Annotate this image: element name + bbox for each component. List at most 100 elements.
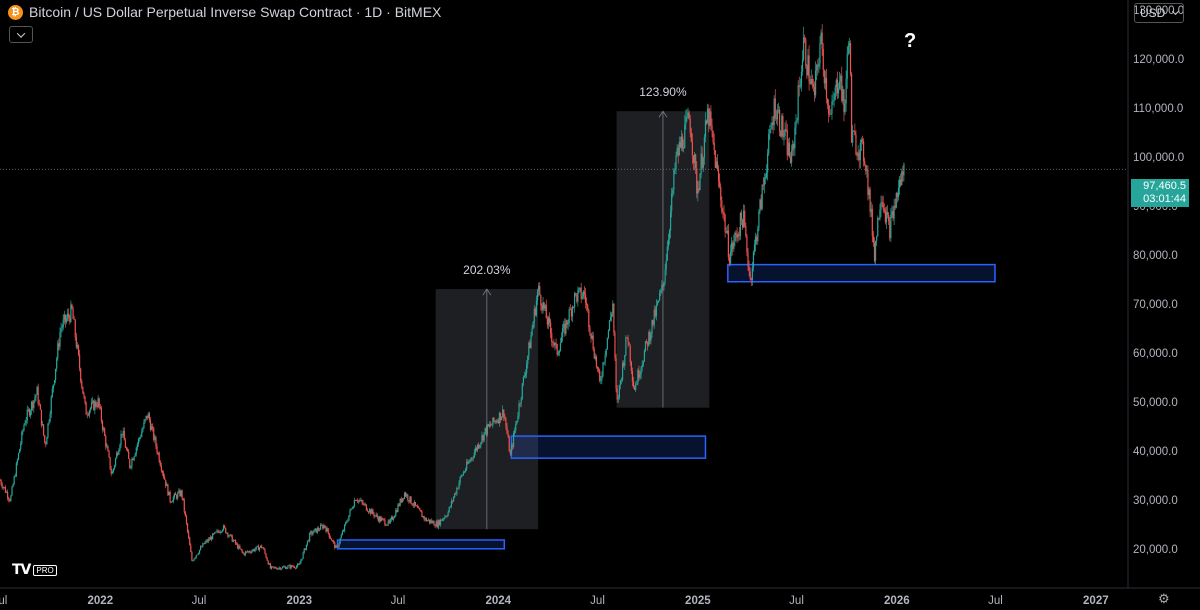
candle-body	[216, 530, 218, 532]
candle-body	[406, 494, 408, 497]
candle-body	[292, 566, 294, 568]
candle-body	[795, 121, 797, 128]
candle-body	[414, 502, 417, 506]
candle-body	[412, 505, 414, 507]
candlesticks	[0, 24, 905, 571]
candle-body	[121, 434, 123, 435]
measure-boxes[interactable]	[435, 110, 710, 530]
candle-body	[92, 400, 94, 403]
question-annotation: ?	[904, 30, 917, 52]
candle-body	[488, 424, 491, 427]
candle-body	[81, 381, 83, 387]
candle-body	[411, 503, 413, 506]
candle-body	[251, 550, 253, 553]
candle-body	[567, 322, 569, 325]
candle-body	[133, 456, 135, 461]
y-tick-label: 100,000.0	[1133, 152, 1184, 164]
candle-body	[878, 217, 880, 220]
candle-body	[262, 547, 264, 549]
candle-body	[96, 406, 98, 408]
candle-body	[611, 313, 613, 318]
candle-body	[45, 442, 47, 445]
candle-body	[373, 513, 375, 517]
candle-body	[463, 471, 466, 473]
candle-body	[823, 69, 825, 84]
demand-zone	[510, 435, 707, 459]
candle-body	[77, 345, 80, 355]
candle-body	[55, 368, 57, 381]
candle-body	[291, 565, 293, 567]
candle-body	[204, 542, 206, 544]
candle-body	[594, 356, 596, 359]
candle-body	[494, 420, 496, 422]
currency-selector[interactable]: USD	[1134, 3, 1184, 23]
candle-body	[888, 214, 890, 222]
candle-body	[176, 495, 178, 499]
candle-body	[652, 319, 654, 325]
candle-body	[355, 500, 358, 502]
candle-body	[161, 470, 164, 473]
candle-body	[789, 156, 792, 163]
candle-body	[675, 154, 677, 170]
candle-body	[366, 510, 369, 512]
demand-zones[interactable]	[336, 263, 996, 550]
candle-body	[776, 111, 779, 120]
candle-body	[144, 419, 146, 422]
candle-body	[295, 566, 298, 569]
candle-body	[529, 342, 531, 349]
candle-body	[257, 545, 260, 551]
candle-body	[37, 386, 39, 404]
candle-body	[545, 305, 547, 319]
candle-body	[229, 534, 231, 536]
candle-body	[322, 525, 324, 529]
candle-body	[456, 488, 458, 494]
candle-body	[260, 545, 262, 548]
candle-body	[132, 458, 134, 461]
candle-body	[447, 512, 449, 516]
candle-body	[360, 499, 362, 501]
candle-body	[825, 77, 828, 99]
candle-body	[543, 302, 545, 309]
tradingview-logo[interactable]: TV PRO	[12, 562, 57, 578]
x-tick-label: Jul	[988, 595, 1003, 607]
candle-body	[208, 538, 210, 540]
candle-body	[307, 540, 310, 542]
candle-body	[16, 459, 19, 464]
candle-body	[588, 309, 590, 328]
candle-body	[820, 32, 822, 44]
candle-body	[847, 45, 849, 54]
candle-body	[402, 498, 405, 500]
symbol-title[interactable]: Bitcoin / US Dollar Perpetual Inverse Sw…	[29, 4, 442, 20]
candle-body	[167, 484, 169, 496]
candle-body	[15, 463, 17, 477]
candle-body	[758, 210, 760, 229]
candle-body	[699, 173, 701, 191]
candle-body	[461, 475, 463, 477]
x-tick-label: Jul	[192, 595, 207, 607]
candle-body	[142, 428, 144, 432]
candle-body	[378, 516, 381, 522]
candle-body	[140, 436, 142, 438]
price-axis[interactable]: 20,000.0 30,000.0 40,000.0 50,000.0 60,000.0…	[1133, 5, 1184, 556]
candle-body	[903, 163, 905, 176]
gear-icon[interactable]: ⚙	[1158, 591, 1170, 606]
collapse-legend-button[interactable]	[9, 26, 33, 43]
candle-body	[629, 345, 631, 362]
candle-body	[242, 551, 244, 554]
candle-body	[832, 100, 834, 102]
candle-body	[423, 516, 425, 520]
candle-body	[620, 379, 623, 381]
candle-body	[873, 242, 876, 261]
candle-body	[306, 540, 309, 545]
candle-body	[724, 214, 726, 232]
candle-body	[784, 129, 786, 137]
candle-body	[868, 189, 870, 196]
time-axis[interactable]: Jul 2022 Jul 2023 Jul 2024 Jul 2025 Jul 2026 Jul 20…	[0, 595, 1109, 607]
candle-body	[698, 188, 700, 191]
candle-body	[41, 424, 44, 426]
candle-body	[330, 538, 333, 541]
candle-body	[129, 458, 131, 468]
candle-body	[158, 452, 160, 462]
candle-body	[317, 528, 319, 530]
